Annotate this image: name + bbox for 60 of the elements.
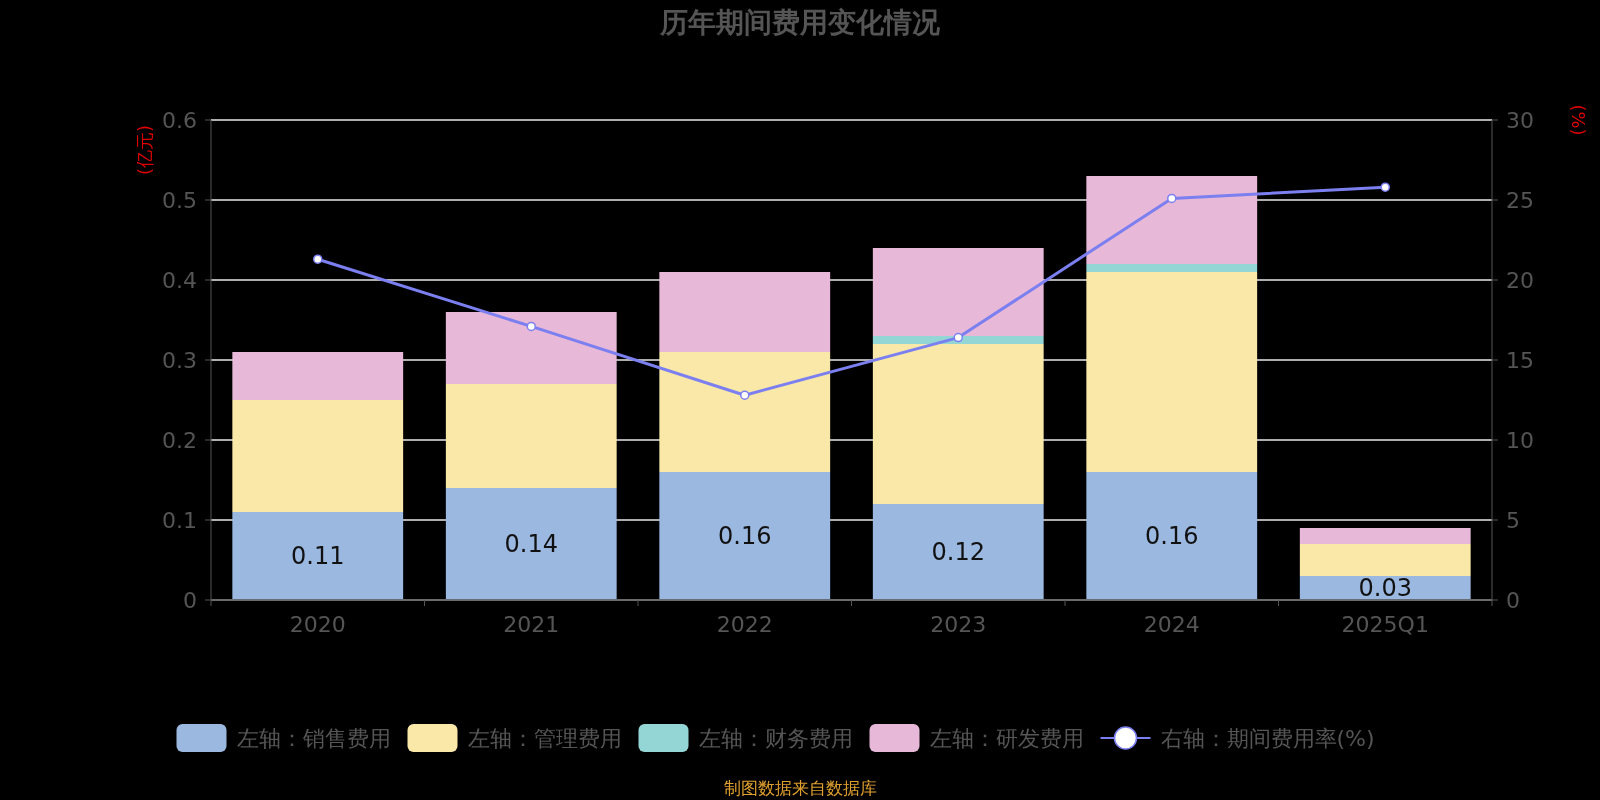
y2-tick-label: 0 [1506, 588, 1520, 613]
text: 制图数据来自数据库 [723, 778, 877, 798]
legend-label: 左轴：销售费用 [236, 726, 391, 751]
bar [872, 504, 1044, 600]
y-tick-label: 0.6 [162, 108, 197, 133]
bar [445, 312, 617, 384]
bar [872, 344, 1044, 504]
bar [1086, 176, 1258, 264]
bar [1086, 264, 1258, 272]
x-tick-label: 2024 [1143, 612, 1200, 637]
x-tick-label: 2020 [289, 612, 346, 637]
bar [232, 400, 404, 512]
y-tick-label: 0.4 [162, 268, 197, 293]
y-tick-label: 0.3 [162, 348, 197, 373]
bar [445, 488, 617, 600]
y2-tick-label: 30 [1506, 108, 1534, 133]
bar [1299, 544, 1471, 576]
x-tick-label: 2023 [930, 612, 987, 637]
y2-tick-label: 10 [1506, 428, 1534, 453]
bar [1086, 272, 1258, 472]
legend-label: 左轴：财务费用 [698, 726, 853, 751]
y-tick-label: 0 [183, 588, 197, 613]
bar [659, 352, 831, 472]
y2-axis-title: (%) [1568, 104, 1589, 136]
bar [232, 512, 404, 600]
point [313, 254, 323, 264]
legend-label: 右轴：期间费用率(%) [1160, 726, 1375, 751]
point [740, 390, 750, 400]
bar [659, 272, 831, 352]
chart-title: 历年期间费用变化情况 [659, 6, 941, 39]
legend-label: 左轴：管理费用 [467, 726, 622, 751]
y-axis-title: (亿元) [134, 124, 155, 176]
point [1167, 193, 1177, 204]
bar [659, 472, 831, 600]
x-tick-label: 2021 [503, 612, 560, 637]
bar [445, 384, 617, 488]
point [526, 321, 536, 332]
point [1380, 182, 1390, 192]
data-label: 0.14 [504, 530, 558, 558]
point [953, 332, 963, 343]
data-label: 0.16 [718, 522, 772, 550]
bar [232, 352, 404, 400]
data-label: 0.11 [291, 542, 345, 570]
bar [1299, 528, 1471, 544]
data-label: 0.16 [1145, 522, 1199, 550]
legend-label: 左轴：研发费用 [929, 726, 1084, 751]
y-tick-label: 0.1 [162, 508, 197, 533]
bar [1086, 472, 1258, 600]
y-tick-label: 0.5 [162, 188, 197, 213]
bar [872, 248, 1044, 336]
data-label: 0.12 [931, 538, 985, 566]
y2-tick-label: 5 [1506, 508, 1520, 533]
y2-tick-label: 20 [1506, 268, 1534, 293]
x-tick-label: 2025Q1 [1341, 612, 1429, 637]
data-label: 0.03 [1358, 574, 1412, 602]
y2-tick-label: 15 [1506, 348, 1534, 373]
bar [872, 336, 1044, 344]
y-tick-label: 0.2 [162, 428, 197, 453]
y2-tick-label: 25 [1506, 188, 1534, 213]
x-tick-label: 2022 [716, 612, 773, 637]
